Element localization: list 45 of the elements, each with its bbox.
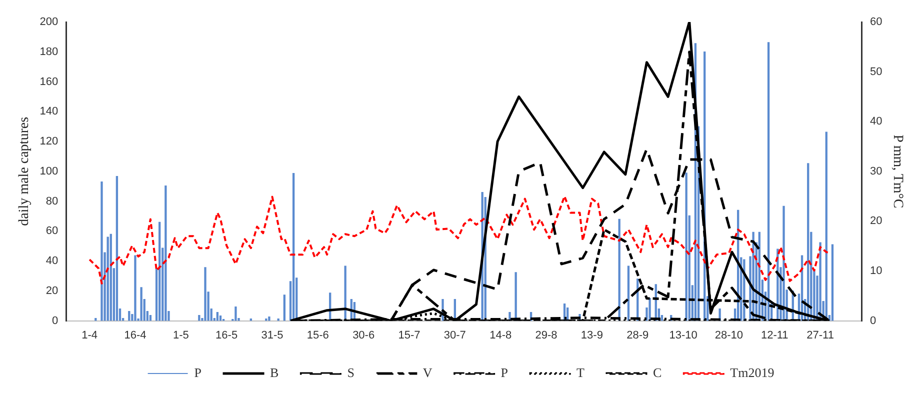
legend-label: V	[422, 364, 433, 380]
x-tick-label: 15-6	[306, 329, 329, 342]
y2-tick-label: 0	[870, 314, 876, 327]
x-tick-label: 28-9	[626, 329, 649, 342]
x-tick-label: 1-5	[172, 329, 189, 342]
x-tick-label: 31-5	[261, 329, 284, 342]
y-tick-label: 80	[46, 195, 58, 208]
y-tick-label: 60	[46, 225, 58, 238]
y2-tick-label: 20	[870, 215, 882, 228]
x-tick-label: 27-11	[806, 329, 834, 342]
x-tick-label: 16-5	[216, 329, 238, 342]
x-tick-label: 12-11	[760, 329, 788, 342]
legend-label: T	[576, 364, 585, 380]
x-tick-label: 15-7	[398, 329, 420, 342]
legend-label: P	[194, 364, 202, 380]
y2-tick-label: 50	[870, 66, 882, 78]
legend-label: S	[347, 364, 354, 380]
y-tick-label: 200	[40, 16, 58, 28]
y2-axis-title: P mm, Tm°C	[890, 134, 905, 208]
y-tick-label: 160	[40, 76, 58, 88]
x-tick-label: 16-4	[124, 329, 146, 342]
legend-label: P	[500, 364, 508, 380]
legend-label: B	[270, 364, 280, 380]
x-tick-label: 1-4	[82, 329, 98, 342]
y-tick-label: 0	[52, 314, 58, 327]
y2-tick-label: 60	[870, 16, 882, 28]
y-tick-label: 140	[40, 106, 58, 118]
x-tick-label: 13-9	[580, 329, 603, 342]
y-tick-label: 40	[46, 255, 58, 268]
y-axis-title: daily male captures	[17, 116, 32, 226]
x-tick-label: 29-8	[535, 329, 558, 342]
x-tick-label: 30-6	[352, 329, 375, 342]
y-tick-label: 120	[40, 136, 58, 148]
x-tick-label: 14-8	[490, 329, 512, 342]
x-tick-label: 13-10	[669, 329, 698, 342]
y2-tick-label: 30	[870, 165, 882, 178]
legend-label: C	[652, 364, 662, 380]
y2-tick-label: 40	[870, 116, 882, 128]
x-tick-label: 28-10	[714, 329, 744, 342]
legend-label: Tm2019	[730, 364, 774, 380]
y-tick-label: 20	[46, 284, 58, 297]
x-tick-label: 30-7	[444, 329, 466, 342]
y2-tick-label: 10	[870, 265, 882, 278]
y-tick-label: 100	[40, 165, 58, 178]
y-tick-label: 180	[40, 46, 58, 58]
